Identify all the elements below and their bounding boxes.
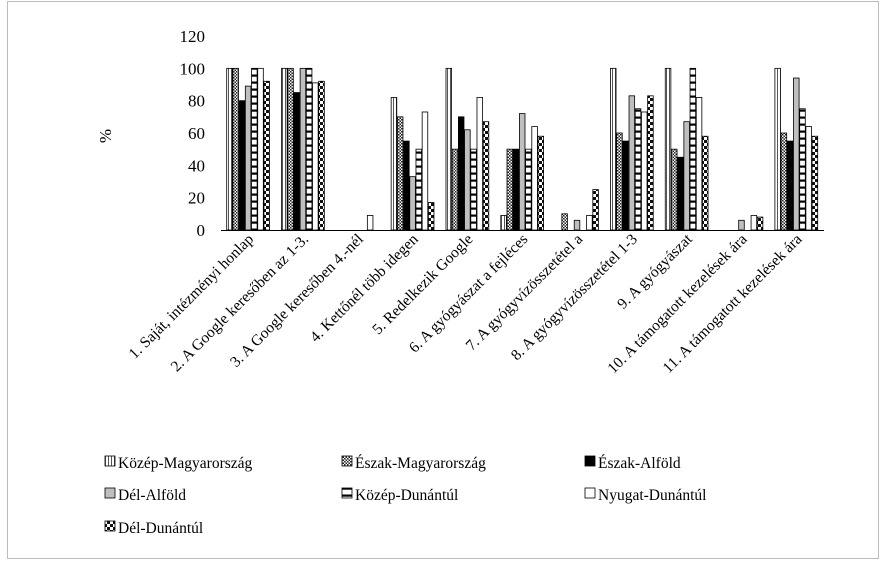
bar-check2 bbox=[592, 189, 599, 231]
bar-solid bbox=[293, 92, 300, 231]
y-tick-label: 0 bbox=[197, 221, 206, 240]
bar-check2 bbox=[702, 135, 709, 231]
legend-swatch bbox=[341, 487, 353, 499]
bar-vline bbox=[390, 97, 398, 231]
x-category-label: 5. Redelkezik Google bbox=[369, 231, 476, 338]
bar-hline bbox=[251, 67, 258, 231]
bar-vline bbox=[226, 67, 233, 231]
bar-solid bbox=[622, 140, 629, 231]
legend-label: Nyugat-Dunántúl bbox=[598, 487, 706, 504]
bar-check2 bbox=[811, 135, 819, 231]
y-tick-label: 100 bbox=[180, 59, 206, 78]
bar-hline bbox=[799, 108, 806, 231]
bar-solid bbox=[677, 156, 684, 231]
bar-open bbox=[366, 215, 374, 231]
legend-label: Észak-Alföld bbox=[598, 455, 681, 472]
bar-open bbox=[421, 111, 429, 231]
legend-swatch bbox=[104, 487, 116, 499]
bar-gray bbox=[409, 176, 416, 231]
bar-check2 bbox=[756, 216, 764, 231]
bar-hline bbox=[689, 67, 697, 231]
legend-label: Közép-Magyarország bbox=[118, 455, 253, 472]
bar-open bbox=[257, 67, 264, 231]
bar-check bbox=[780, 132, 788, 231]
bar-solid bbox=[786, 140, 794, 231]
legend-label: Dél-Dunántúl bbox=[118, 520, 203, 537]
bar-solid bbox=[403, 140, 410, 231]
bar-check2 bbox=[427, 202, 435, 231]
bar-gray bbox=[464, 129, 471, 231]
bar-hline bbox=[525, 148, 532, 231]
bar-solid bbox=[238, 100, 246, 231]
bar-vline bbox=[445, 67, 452, 231]
bar-gray bbox=[793, 77, 800, 231]
bar-open bbox=[695, 97, 703, 231]
legend-label: Dél-Alföld bbox=[118, 487, 186, 504]
legend-swatch bbox=[104, 520, 116, 532]
bar-check2 bbox=[537, 135, 544, 231]
bar-open bbox=[476, 97, 483, 231]
bar-gray bbox=[738, 219, 745, 231]
legend-swatch bbox=[341, 455, 353, 467]
legend-swatch bbox=[584, 455, 596, 467]
bar-check bbox=[616, 132, 623, 231]
bar-open bbox=[750, 215, 758, 231]
y-tick-label: 80 bbox=[188, 92, 205, 111]
bar-vline bbox=[500, 215, 507, 231]
y-tick-label: 60 bbox=[188, 124, 205, 143]
bar-vline bbox=[774, 67, 781, 231]
chart-frame: % 0 20 40 60 80 100 120 1. Saját, intézményi h… bbox=[7, 1, 879, 559]
bar-check bbox=[287, 67, 294, 231]
bar-hline bbox=[634, 108, 642, 231]
bar-gray bbox=[683, 121, 690, 231]
bar-vline bbox=[610, 67, 617, 231]
bar-check bbox=[232, 67, 239, 231]
y-tick-label: 40 bbox=[188, 156, 205, 175]
y-tick-label: 120 bbox=[180, 27, 206, 46]
bar-open bbox=[805, 126, 812, 231]
bar-check bbox=[671, 148, 678, 231]
bar-check bbox=[451, 148, 459, 231]
bar-check2 bbox=[318, 80, 325, 231]
bar-check bbox=[396, 116, 404, 231]
bar-open bbox=[312, 82, 319, 231]
bar-gray bbox=[244, 85, 252, 231]
bar-check bbox=[561, 213, 568, 231]
bar-solid bbox=[457, 116, 465, 231]
y-axis-label: % bbox=[96, 129, 115, 143]
legend-label: Észak-Magyarország bbox=[355, 455, 486, 472]
bar-vline bbox=[664, 67, 672, 231]
bar-check2 bbox=[482, 121, 490, 231]
bar-hline bbox=[470, 148, 477, 231]
bar-gray bbox=[518, 113, 526, 231]
bar-check bbox=[506, 148, 513, 231]
bar-open bbox=[641, 111, 648, 231]
bar-gray bbox=[299, 67, 307, 231]
bar-check2 bbox=[647, 95, 654, 231]
bar-check2 bbox=[263, 80, 270, 231]
bar-gray bbox=[628, 95, 636, 231]
legend-swatch bbox=[584, 487, 596, 499]
legend-swatch bbox=[104, 455, 116, 467]
bar-hline bbox=[415, 148, 422, 231]
bar-vline bbox=[281, 67, 288, 231]
bar-open bbox=[531, 126, 538, 231]
y-tick-label: 20 bbox=[188, 189, 205, 208]
legend-label: Közép-Dunántúl bbox=[355, 487, 458, 504]
bar-hline bbox=[305, 67, 313, 231]
bar-open bbox=[586, 215, 593, 231]
bar-gray bbox=[573, 219, 581, 231]
bar-solid bbox=[512, 148, 520, 231]
x-category-label: 4. Kettőnél több idegen bbox=[307, 231, 422, 346]
